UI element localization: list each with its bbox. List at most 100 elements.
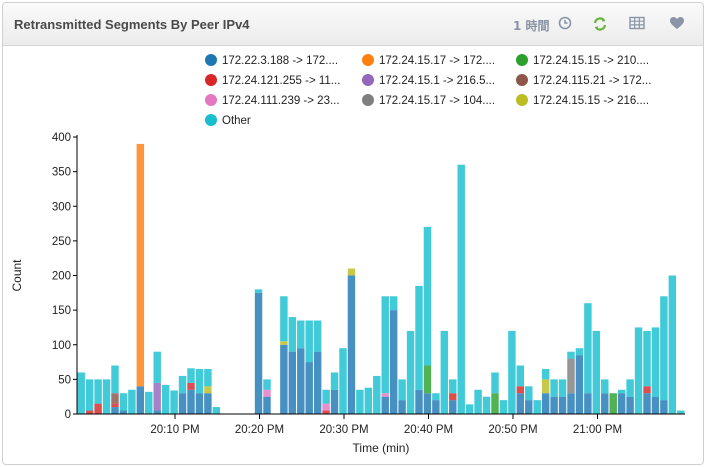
clock-icon[interactable] [558,16,572,30]
bar-segment [398,379,406,401]
bar-segment [119,410,128,414]
legend-label: 172.24.15.15 -> 210.... [533,55,649,67]
bar-segment [305,320,313,363]
time-range-selector[interactable]: 1 時間 [513,19,550,33]
bar-segment [145,391,153,414]
bar-segment [136,143,145,387]
bar-segment [204,393,212,414]
legend-swatch [362,74,374,86]
bar-segment [119,393,128,411]
bar-segment [178,393,187,414]
bar-segment [617,393,626,414]
bar-segment [440,330,449,414]
bar-segment [381,396,389,414]
bar-segment [347,268,356,276]
bar-segment [330,389,339,414]
bar-segment [516,365,525,387]
bar-segment [356,389,364,414]
bar-segment [550,396,558,414]
bar-segment [322,389,330,404]
bar-segment [195,368,204,394]
bar-segment [263,379,271,390]
legend-label: 172.24.111.239 -> 23... [222,95,340,107]
bar-segment [111,365,119,394]
bar-segment [77,372,85,414]
bar-segment [508,330,516,414]
bar-segment [432,400,440,414]
bar-segment [288,351,297,414]
bar-segment [212,407,221,414]
legend-label: Other [222,115,251,127]
legend-swatch [205,54,217,66]
y-tick-label: 0 [65,409,71,421]
bar-segment [153,351,161,383]
bar-segment [491,372,499,394]
bar-segment [660,400,668,414]
refresh-icon[interactable] [592,16,608,32]
bar-segment [389,296,398,311]
legend-swatch [205,74,217,86]
bar-segment [609,393,617,414]
bar-segment [550,379,558,397]
bar-segment [389,310,398,415]
table-icon[interactable] [629,16,645,30]
bar-segment [204,386,212,394]
x-tick-label: 20:10 PM [150,424,199,436]
bar-segment [516,386,525,394]
x-axis-title: Time (min) [353,441,410,455]
bar-segment [558,379,567,397]
bar-segment [415,389,423,414]
bar-segment [153,382,161,411]
bar-segment [601,379,609,394]
bar-segment [187,382,195,390]
bar-segment [626,379,634,397]
bar-segment [449,400,457,414]
bar-segment [634,327,643,414]
bar-segment [541,379,550,394]
bar-segment [660,296,668,401]
legend-swatch [516,54,528,66]
bar-segment [651,396,660,414]
bar-segment [567,351,575,359]
bar-segment [643,386,651,394]
bar-segment [136,386,145,414]
bar-segment [187,368,195,383]
legend-swatch [205,94,217,106]
bar-segment [381,296,389,394]
bar-segment [373,375,381,414]
legend-swatch [362,54,374,66]
legend-label: 172.24.15.17 -> 104.... [379,95,495,107]
bar-segment [195,393,204,414]
bar-segment [525,386,533,401]
y-tick-label: 100 [52,340,71,352]
bar-segment [305,362,313,414]
bar-segment [584,303,592,394]
bar-segment [626,396,634,414]
bar-segment [178,375,187,394]
heart-icon[interactable] [669,16,685,30]
bar-segment [617,389,626,394]
bar-segment [677,410,685,414]
y-tick-label: 200 [52,271,71,283]
bar-segment [187,389,195,414]
legend-swatch [205,114,217,126]
bar-segment [398,400,406,414]
y-tick-label: 400 [52,132,71,144]
bar-segment [94,403,102,414]
bar-segment [558,396,567,414]
x-tick-label: 20:50 PM [488,424,537,436]
bar-segment [322,410,330,414]
bar-segment [381,393,389,397]
bar-segment [322,403,330,411]
bar-segment [491,393,499,414]
bar-segment [449,379,457,394]
y-tick-label: 50 [58,374,71,386]
bar-segment [432,393,440,401]
bar-segment [541,368,550,380]
bar-segment [457,164,465,414]
y-tick-label: 300 [52,201,71,213]
bar-segment [423,393,432,414]
bar-segment [111,403,119,408]
bar-segment [474,389,482,414]
